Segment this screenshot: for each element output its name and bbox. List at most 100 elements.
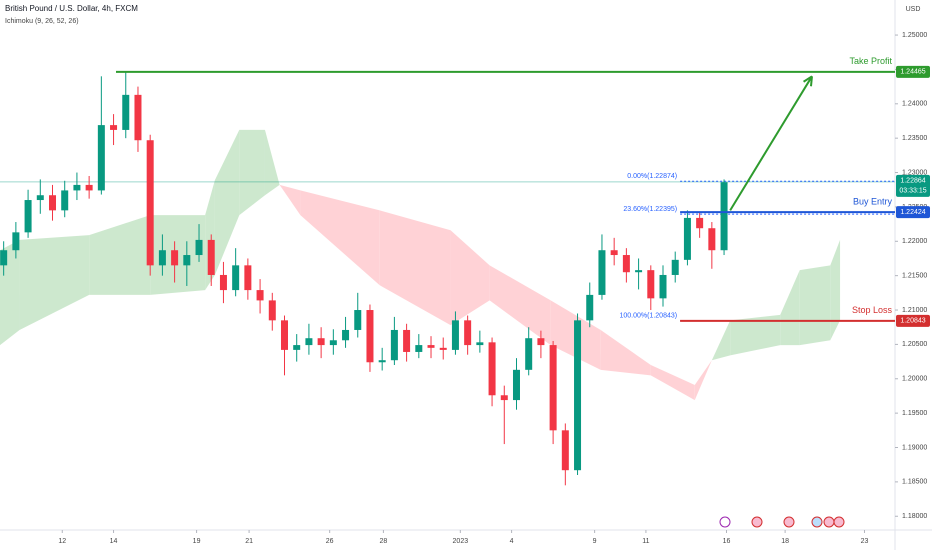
candle-body	[73, 184, 81, 191]
candle-body	[561, 430, 569, 471]
level-name: Stop Loss	[852, 305, 893, 315]
y-tick-label: 1.18000	[902, 513, 927, 520]
x-tick-label: 4	[510, 538, 514, 545]
candle-body	[207, 239, 215, 275]
chart-title: British Pound / U.S. Dollar, 4h, FXCM	[5, 4, 138, 13]
x-tick-label: 21	[245, 538, 253, 545]
candle-body	[537, 338, 545, 346]
level-name: Buy Entry	[853, 197, 893, 207]
candle-body	[158, 250, 166, 266]
ichimoku-cloud	[239, 129, 265, 216]
ichimoku-cloud	[264, 129, 280, 196]
y-tick-label: 1.18500	[902, 479, 927, 486]
y-tick-label: 1.19000	[902, 444, 927, 451]
candle-body	[293, 345, 301, 350]
candle-body	[683, 217, 691, 260]
ichimoku-cloud	[89, 215, 151, 295]
candle-body	[0, 250, 8, 266]
icon	[811, 516, 823, 528]
ichimoku-cloud	[830, 239, 841, 341]
candle-body	[366, 310, 374, 363]
ichimoku-cloud	[214, 129, 240, 275]
countdown-label: 03:33:15	[899, 188, 926, 195]
candle-body	[97, 125, 105, 191]
x-tick-label: 14	[110, 538, 118, 545]
candle-body	[439, 347, 447, 350]
candle-body	[219, 274, 227, 291]
level-tag-label: 1.20843	[900, 318, 925, 325]
x-tick-label: 26	[326, 538, 334, 545]
candle-body	[305, 338, 313, 346]
x-tick-label: 16	[723, 538, 731, 545]
candle-body	[390, 329, 398, 361]
candle-body	[342, 329, 350, 341]
x-tick-label: 28	[379, 538, 387, 545]
y-tick-label: 1.20500	[902, 341, 927, 348]
candle-body	[622, 255, 630, 273]
candle-body	[720, 182, 728, 251]
candle-body	[500, 395, 508, 401]
candle-body	[525, 338, 533, 370]
fib-label: 0.00%(1.22874)	[627, 173, 677, 180]
y-tick-label: 1.21000	[902, 307, 927, 314]
candle-body	[329, 340, 337, 346]
x-tick-label: 9	[593, 538, 597, 545]
candle-body	[671, 259, 679, 275]
y-tick-label: 1.20000	[902, 376, 927, 383]
level-tag	[896, 65, 930, 78]
candle-body	[415, 345, 423, 352]
x-tick-label: 18	[781, 538, 789, 545]
candle-body	[403, 329, 411, 352]
ichimoku-cloud	[300, 190, 380, 286]
candle-body	[549, 345, 557, 431]
candle-body	[659, 274, 667, 299]
ichimoku-cloud	[19, 235, 90, 330]
indicator-label: Ichimoku (9, 26, 52, 26)	[5, 18, 79, 25]
y-tick-label: 1.21500	[902, 272, 927, 279]
candle-body	[268, 300, 276, 321]
candle-body	[122, 94, 130, 130]
ichimoku-cloud	[650, 365, 695, 401]
ichimoku-cloud	[799, 265, 831, 346]
ichimoku-cloud	[600, 329, 651, 376]
candle-body	[476, 342, 484, 346]
candle-body	[512, 369, 520, 401]
ichimoku-cloud	[489, 265, 551, 346]
candle-body	[635, 270, 643, 273]
y-tick-label: 1.24000	[902, 101, 927, 108]
y-tick-label: 1.23000	[902, 169, 927, 176]
arrow-head	[803, 75, 813, 83]
level-tag	[896, 314, 930, 327]
icon	[783, 516, 795, 528]
candle-body	[110, 125, 118, 130]
candle-body	[146, 140, 154, 266]
level-name: Take Profit	[849, 56, 892, 66]
last-price-label: 1.22864	[900, 178, 925, 185]
icon	[823, 516, 835, 528]
x-tick-label: 11	[642, 538, 649, 545]
candle-body	[12, 232, 20, 251]
x-tick-label: 12	[58, 538, 66, 545]
ichimoku-cloud	[711, 320, 731, 361]
candle-body	[464, 320, 472, 346]
candle-body	[586, 294, 594, 321]
y-tick-label: 1.22000	[902, 238, 927, 245]
icon	[719, 516, 731, 528]
candle-body	[647, 270, 655, 299]
ichimoku-cloud	[379, 210, 451, 326]
candle-body	[378, 360, 386, 363]
candle-body	[134, 94, 142, 141]
candle-body	[171, 250, 179, 266]
candle-body	[488, 342, 496, 396]
candle-body	[427, 345, 435, 348]
y-tick-label: 1.19500	[902, 410, 927, 417]
level-tag-label: 1.22424	[900, 209, 925, 216]
icon	[751, 516, 763, 528]
ichimoku-cloud	[450, 230, 490, 326]
candle-body	[280, 320, 288, 350]
y-tick-label: 1.23500	[902, 135, 927, 142]
x-tick-label: 19	[193, 538, 201, 545]
candle-body	[85, 184, 93, 191]
y-tick-label: 1.25000	[902, 32, 927, 39]
